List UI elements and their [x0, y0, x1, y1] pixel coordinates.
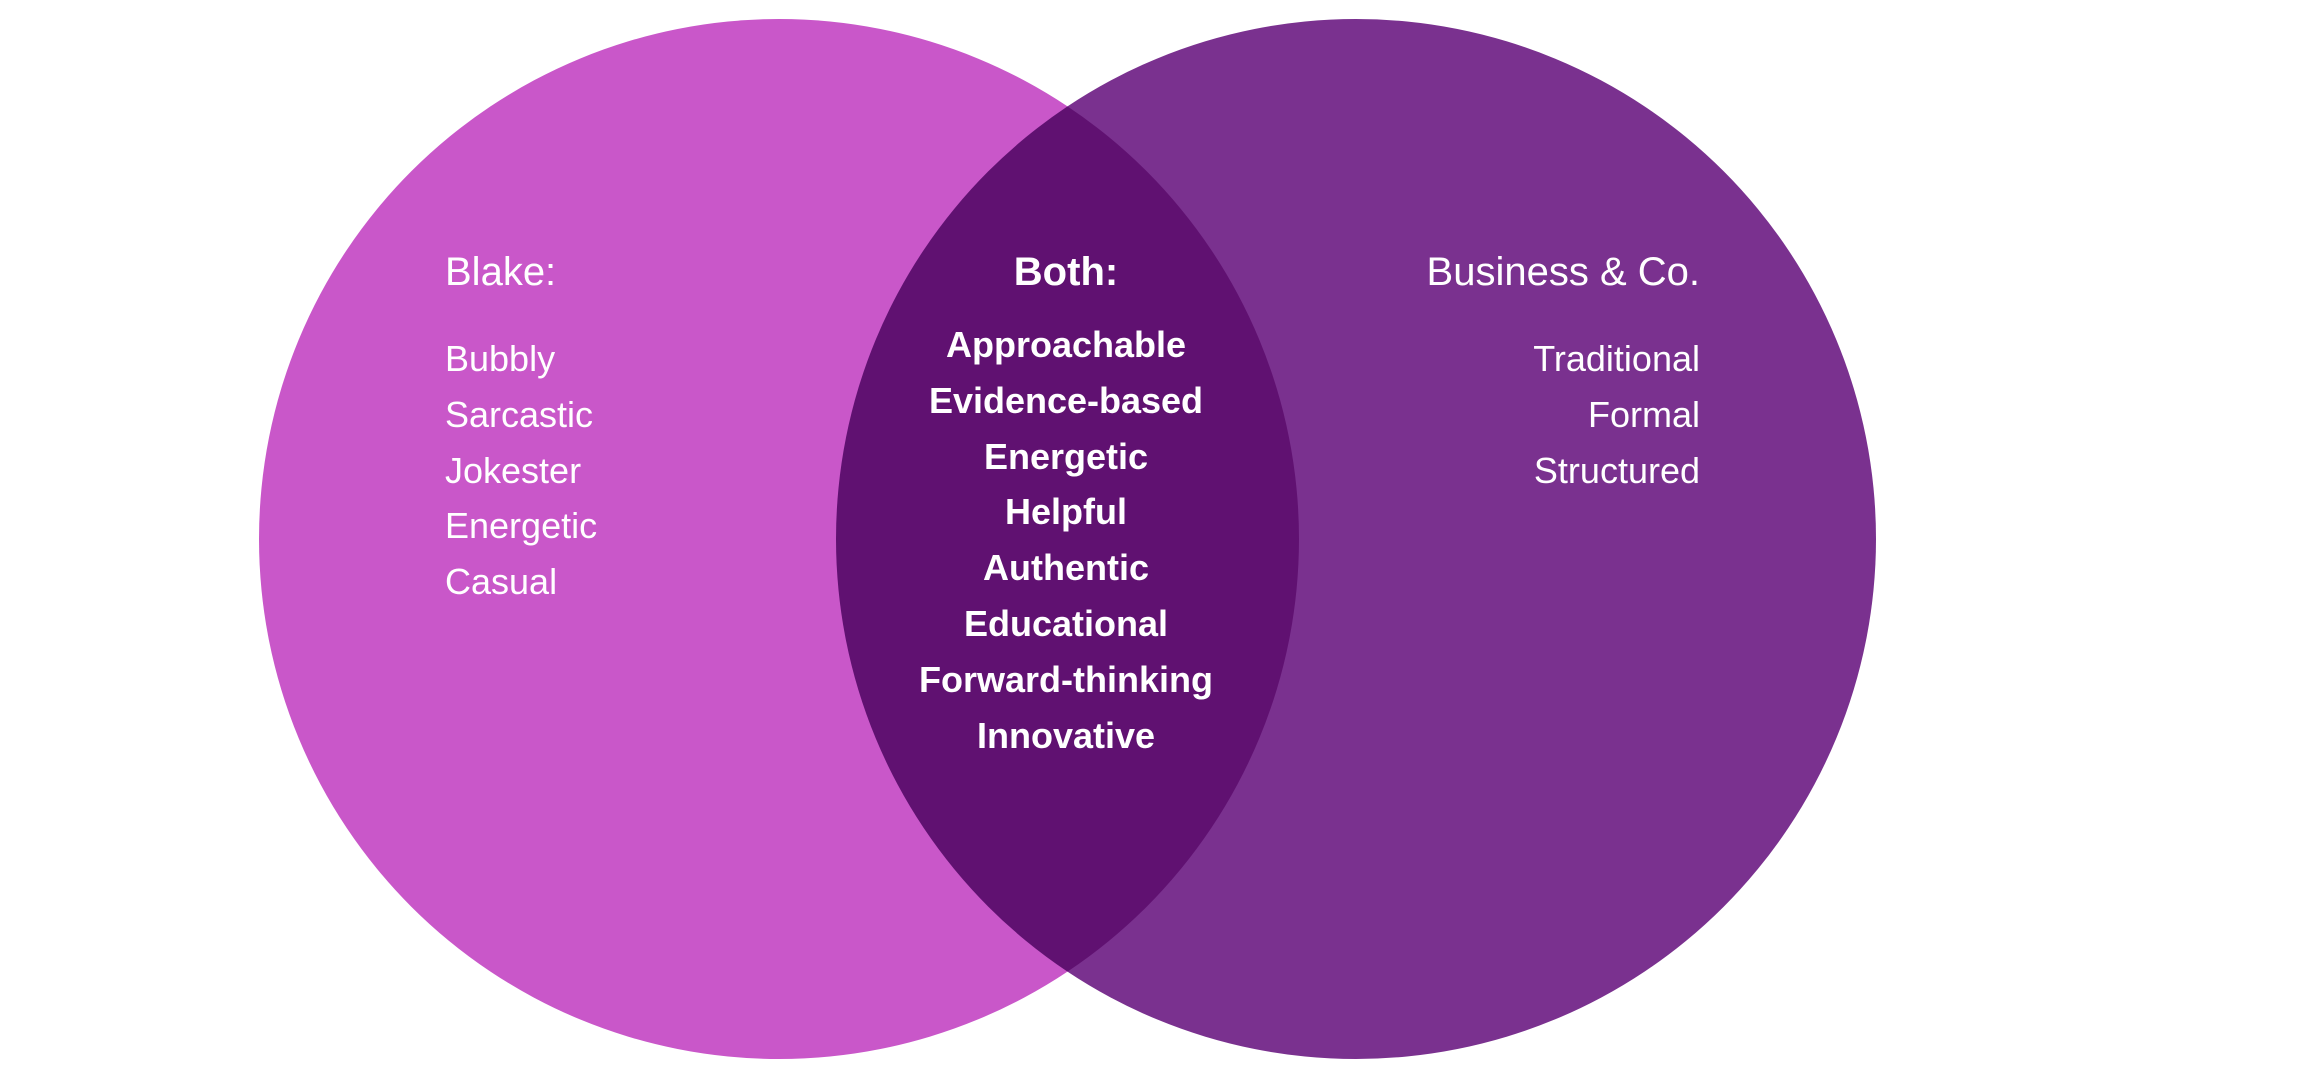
venn-left-items: BubblySarcasticJokesterEnergeticCasual — [445, 331, 597, 610]
venn-right-section: Business & Co. TraditionalFormalStructur… — [1427, 250, 1700, 498]
venn-center-item: Authentic — [856, 540, 1276, 596]
venn-right-item: Formal — [1427, 387, 1700, 443]
venn-diagram: Blake: BubblySarcasticJokesterEnergeticC… — [0, 0, 2313, 1078]
venn-center-item: Educational — [856, 596, 1276, 652]
venn-right-item: Structured — [1427, 443, 1700, 499]
venn-right-item: Traditional — [1427, 331, 1700, 387]
venn-left-section: Blake: BubblySarcasticJokesterEnergeticC… — [445, 250, 597, 610]
venn-center-item: Helpful — [856, 484, 1276, 540]
venn-right-items: TraditionalFormalStructured — [1427, 331, 1700, 498]
venn-left-title: Blake: — [445, 250, 597, 295]
venn-center-item: Evidence-based — [856, 373, 1276, 429]
venn-left-item: Energetic — [445, 498, 597, 554]
venn-center-section: Both: ApproachableEvidence-basedEnergeti… — [856, 250, 1276, 763]
venn-left-item: Sarcastic — [445, 387, 597, 443]
venn-center-item: Energetic — [856, 429, 1276, 485]
venn-center-item: Approachable — [856, 317, 1276, 373]
venn-center-items: ApproachableEvidence-basedEnergeticHelpf… — [856, 317, 1276, 763]
venn-left-item: Jokester — [445, 443, 597, 499]
venn-left-item: Casual — [445, 554, 597, 610]
venn-center-item: Innovative — [856, 708, 1276, 764]
venn-center-title: Both: — [856, 250, 1276, 295]
venn-right-title: Business & Co. — [1427, 250, 1700, 295]
venn-center-item: Forward-thinking — [856, 652, 1276, 708]
venn-left-item: Bubbly — [445, 331, 597, 387]
